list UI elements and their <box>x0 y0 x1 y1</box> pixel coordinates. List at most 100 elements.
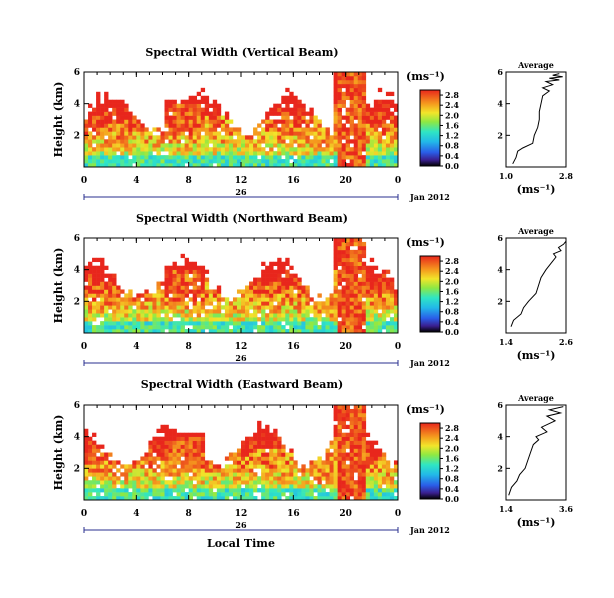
heatmap-cell <box>200 119 206 124</box>
heatmap-cell <box>389 111 395 116</box>
heatmap-cell <box>192 277 198 282</box>
heatmap-cell <box>192 321 198 326</box>
heatmap-cell <box>172 289 177 294</box>
heatmap-cell <box>88 131 93 136</box>
heatmap-cell <box>265 119 270 124</box>
heatmap-cell <box>100 480 105 485</box>
date-label: Jan 2012 <box>409 192 450 202</box>
heatmap-cell <box>353 317 359 322</box>
heatmap-cell <box>241 488 246 493</box>
heatmap-cell <box>297 155 302 160</box>
heatmap-cell <box>116 155 121 160</box>
heatmap-cell <box>309 115 314 120</box>
heatmap-cell <box>88 135 93 140</box>
heatmap-cell <box>116 123 121 128</box>
heatmap-cell <box>152 329 157 334</box>
heatmap-cell <box>365 119 371 124</box>
heatmap-cell <box>200 464 206 469</box>
heatmap-cell <box>273 107 278 112</box>
heatmap-cell <box>84 492 89 497</box>
heatmap-cell <box>389 480 395 485</box>
heatmap-cell <box>132 492 137 497</box>
heatmap-cell <box>349 460 355 465</box>
heatmap-cell <box>373 313 379 318</box>
heatmap-cell <box>301 468 306 473</box>
heatmap-cell <box>345 131 350 136</box>
heatmap-cell <box>273 317 278 322</box>
heatmap-cell <box>108 155 113 160</box>
heatmap-cell <box>381 119 387 124</box>
heatmap-cell <box>341 412 346 418</box>
heatmap-cell <box>361 107 367 112</box>
heatmap-cell <box>236 480 242 485</box>
heatmap-cell <box>120 159 125 164</box>
heatmap-cell <box>144 309 149 314</box>
heatmap-cell <box>261 273 266 278</box>
heatmap-cell <box>261 472 266 477</box>
heatmap-cell <box>309 309 314 314</box>
heatmap-cell <box>253 496 258 501</box>
heatmap-cell <box>112 289 117 294</box>
heatmap-cell <box>357 261 363 267</box>
heatmap-cell <box>108 496 113 501</box>
heatmap-cell <box>172 436 177 441</box>
heatmap-cell <box>361 139 367 144</box>
colorbar: (ms⁻¹)0.00.40.81.21.62.02.42.8 <box>406 236 459 337</box>
heatmap-cell <box>241 147 246 152</box>
heatmap-cell <box>92 476 97 481</box>
heatmap-cell <box>353 151 359 156</box>
heatmap-cell <box>393 460 399 465</box>
heatmap-cell <box>353 496 359 501</box>
heatmap-cell <box>357 297 363 302</box>
heatmap-cell <box>269 488 274 493</box>
heatmap-cell <box>172 107 177 112</box>
heatmap-cell <box>184 496 189 501</box>
heatmap-cell <box>385 281 391 286</box>
heatmap-cell <box>208 115 214 120</box>
heatmap-cell <box>345 424 350 430</box>
heatmap-cell <box>365 456 371 461</box>
heatmap-cell <box>345 301 350 306</box>
heatmap-cell <box>289 107 294 112</box>
heatmap-cell <box>245 139 250 144</box>
heatmap-cell <box>333 289 338 294</box>
heatmap-cell <box>164 452 169 457</box>
heatmap-cell <box>261 321 266 326</box>
heatmap-cell <box>124 155 129 160</box>
heatmap-cell <box>305 329 310 334</box>
heatmap-cell <box>132 301 137 306</box>
heatmap-cell <box>309 139 314 144</box>
heatmap-cell <box>160 460 165 465</box>
heatmap-cell <box>357 143 363 148</box>
heatmap-cell <box>365 285 371 290</box>
heatmap-cell <box>273 464 278 469</box>
heatmap-cell <box>361 313 367 318</box>
heatmap-cell <box>232 468 238 473</box>
heatmap-cell <box>277 325 282 330</box>
heatmap-cell <box>104 476 109 481</box>
heatmap-cell <box>172 293 177 298</box>
heatmap-cell <box>176 131 181 136</box>
heatmap-cell <box>164 460 169 465</box>
heatmap-cell <box>200 115 206 120</box>
heatmap-cell <box>96 131 101 136</box>
heatmap-cell <box>389 468 395 473</box>
heatmap-cell <box>192 325 198 330</box>
heatmap-cell <box>164 273 169 278</box>
heatmap-cell <box>261 480 266 485</box>
heatmap-cell <box>285 281 290 286</box>
heatmap-cell <box>224 464 230 469</box>
heatmap-cell <box>381 285 387 290</box>
heatmap-cell <box>361 249 367 255</box>
heatmap-cell <box>317 317 322 322</box>
heatmap-cell <box>293 99 298 104</box>
heatmap-cell <box>164 159 169 164</box>
heatmap-cell <box>301 293 306 298</box>
heatmap-cell <box>329 139 334 144</box>
heatmap-cell <box>152 163 157 168</box>
heatmap-cell <box>108 321 113 326</box>
heatmap-cell <box>144 480 149 485</box>
heatmap-cell <box>228 480 234 485</box>
heatmap-cell <box>349 163 355 168</box>
heatmap-cell <box>373 460 379 465</box>
